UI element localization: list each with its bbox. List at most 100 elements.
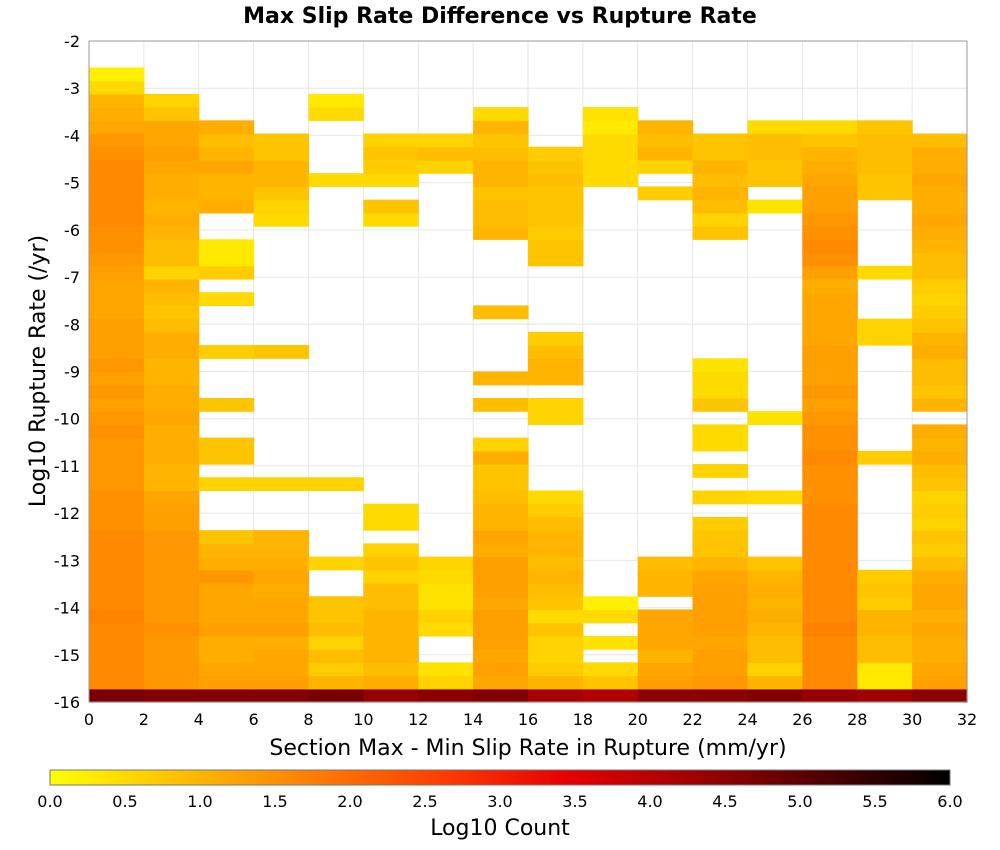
heatmap-cell	[143, 609, 200, 624]
heatmap-cell	[363, 503, 419, 518]
heatmap-cell	[89, 345, 145, 359]
heatmap-cell	[802, 649, 858, 663]
heatmap-cell	[802, 635, 858, 650]
heatmap-cell	[528, 609, 584, 624]
heatmap-cell	[473, 543, 529, 558]
heatmap-cell	[143, 622, 200, 637]
heatmap-cell	[473, 516, 529, 531]
heatmap-cell	[363, 212, 419, 227]
heatmap-cells	[89, 67, 968, 703]
heatmap-cell	[802, 450, 858, 465]
heatmap-cell	[143, 252, 200, 267]
heatmap-cell	[143, 93, 200, 108]
heatmap-cell	[308, 675, 364, 690]
heatmap-cell	[802, 133, 858, 148]
heatmap-cell	[363, 556, 419, 571]
heatmap-cell	[528, 411, 584, 425]
heatmap-cell	[473, 226, 529, 240]
heatmap-cell	[89, 688, 145, 703]
heatmap-cell	[89, 596, 145, 611]
heatmap-cell	[637, 675, 694, 690]
heatmap-cell	[473, 622, 529, 637]
heatmap-cell	[912, 199, 968, 214]
heatmap-cell	[912, 675, 968, 690]
heatmap-cell	[802, 662, 858, 677]
heatmap-cell	[747, 411, 803, 425]
heatmap-cell	[692, 622, 749, 637]
heatmap-cell	[89, 239, 145, 254]
heatmap-cell	[89, 649, 145, 663]
heatmap-cell	[89, 371, 145, 386]
heatmap-cell	[747, 688, 803, 703]
heatmap-cell	[89, 186, 145, 201]
colorbar-tick-label: 4.5	[712, 792, 737, 811]
heatmap-cell	[418, 662, 474, 677]
heatmap-cell	[528, 397, 584, 412]
heatmap-cell	[747, 490, 803, 505]
heatmap-cell	[143, 596, 200, 611]
heatmap-cell	[198, 543, 255, 558]
heatmap-cell	[912, 530, 968, 544]
heatmap-cell	[89, 464, 145, 478]
heatmap-cell	[692, 464, 749, 478]
heatmap-cell	[363, 569, 419, 584]
heatmap-cell	[857, 159, 913, 174]
colorbar-label: Log10 Count	[430, 816, 570, 841]
heatmap-cell	[528, 199, 584, 214]
x-tick-label: 20	[628, 710, 648, 729]
heatmap-cell	[143, 331, 200, 346]
heatmap-cell	[802, 569, 858, 584]
heatmap-cell	[308, 635, 364, 650]
heatmap-cell	[528, 371, 584, 386]
heatmap-cell	[473, 569, 529, 584]
heatmap-cell	[473, 635, 529, 650]
heatmap-cell	[912, 649, 968, 663]
heatmap-cell	[253, 583, 310, 597]
heatmap-cell	[198, 556, 255, 571]
heatmap-cell	[802, 556, 858, 571]
heatmap-cell	[528, 649, 584, 663]
y-tick-label: -8	[64, 315, 80, 334]
heatmap-cell	[198, 199, 255, 214]
heatmap-cell	[857, 596, 913, 611]
heatmap-cell	[912, 345, 968, 359]
heatmap-cell	[692, 490, 749, 505]
heatmap-cell	[198, 437, 255, 452]
heatmap-cell	[747, 622, 803, 637]
heatmap-cell	[857, 569, 913, 584]
heatmap-cell	[198, 159, 255, 174]
heatmap-cell	[89, 503, 145, 518]
heatmap-cell	[692, 516, 749, 531]
heatmap-cell	[143, 543, 200, 558]
heatmap-cell	[528, 226, 584, 240]
heatmap-cell	[912, 173, 968, 188]
heatmap-cell	[802, 371, 858, 386]
heatmap-cell	[637, 556, 694, 571]
heatmap-cell	[857, 173, 913, 188]
heatmap-cell	[89, 212, 145, 227]
heatmap-cell	[912, 397, 968, 412]
heatmap-cell	[308, 556, 364, 571]
heatmap-cell	[802, 622, 858, 637]
heatmap-cell	[143, 516, 200, 531]
heatmap-cell	[473, 530, 529, 544]
heatmap-cell	[363, 662, 419, 677]
heatmap-cell	[198, 609, 255, 624]
heatmap-cell	[253, 530, 310, 544]
y-tick-label: -7	[64, 268, 80, 287]
heatmap-cell	[89, 543, 145, 558]
heatmap-cell	[637, 609, 694, 624]
heatmap-cell	[143, 292, 200, 306]
heatmap-cell	[253, 569, 310, 584]
heatmap-cell	[802, 516, 858, 531]
heatmap-cell	[198, 292, 255, 306]
heatmap-cell	[143, 583, 200, 597]
heatmap-cell	[692, 649, 749, 663]
colorbar-tick-label: 2.5	[412, 792, 437, 811]
heatmap-cell	[143, 649, 200, 663]
heatmap-cell	[473, 371, 529, 386]
heatmap-cell	[89, 107, 145, 121]
heatmap-cell	[802, 239, 858, 254]
heatmap-cell	[528, 212, 584, 227]
heatmap-cell	[253, 609, 310, 624]
